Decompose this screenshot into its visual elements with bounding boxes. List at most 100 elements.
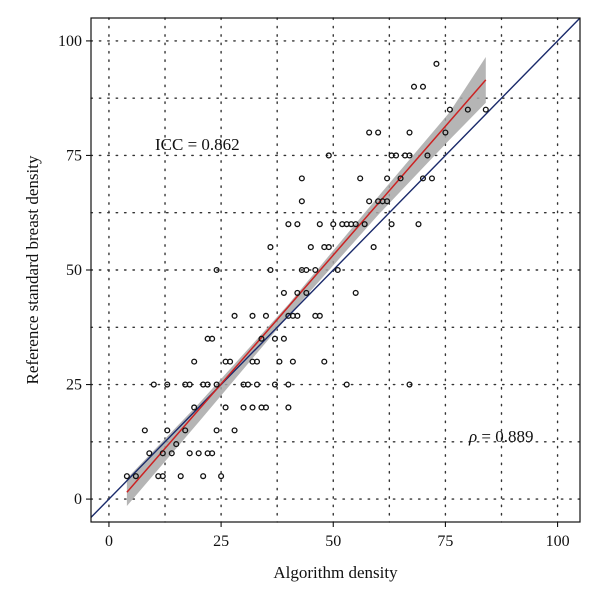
data-point [267,244,274,251]
data-point [240,404,247,411]
data-point [249,312,256,319]
data-point [294,221,301,228]
data-point [375,129,382,136]
data-point [352,289,359,296]
y-tick-label: 100 [58,33,82,50]
confidence-band [126,56,486,506]
data-point [244,381,252,388]
data-point [415,221,422,228]
data-point [276,358,283,365]
data-point [334,266,341,274]
identity-line [90,17,581,518]
data-point [258,335,265,342]
data-point [366,198,373,205]
x-tick-label: 100 [546,533,570,550]
data-point [316,312,323,319]
data-point [191,404,198,411]
data-point [384,198,391,205]
regression-line [126,79,487,493]
data-point [213,266,220,274]
data-point [298,175,305,182]
data-point [231,312,238,319]
data-point [218,473,225,480]
data-point [177,473,184,480]
data-point [428,175,436,182]
data-point [123,473,130,480]
data-point [433,60,440,67]
data-point [222,404,229,411]
data-point [141,427,148,434]
data-point [204,381,211,388]
data-point [159,473,166,480]
data-point [164,427,171,434]
x-tick-label: 75 [437,533,453,550]
data-point [352,221,359,228]
data-point [316,221,323,228]
data-point [330,221,337,228]
data-point [150,381,157,388]
icc-annotation: ICC = 0.862 [155,135,240,154]
data-point [303,289,310,296]
data-point [285,381,292,388]
y-tick-label: 75 [66,147,82,164]
data-point [209,450,216,457]
data-point [253,381,261,388]
data-point [249,404,256,411]
y-tick-label: 0 [74,491,82,508]
data-point [213,381,220,388]
data-point [303,266,310,274]
rho-annotation: ρ = 0.889 [468,427,534,446]
data-point [384,175,391,182]
data-point [159,450,166,457]
rho-value: = 0.889 [477,427,533,446]
data-point [464,106,471,113]
x-tick-label: 25 [213,533,229,550]
data-point [325,152,332,159]
data-point [262,312,270,319]
data-point [173,441,180,448]
data-point [253,358,261,365]
data-point [195,450,202,457]
data-point [186,450,193,457]
rho-symbol: ρ [468,427,477,446]
data-point [294,289,301,296]
data-point [312,266,319,274]
data-point [410,83,418,90]
data-point [209,335,216,342]
x-axis: 0 25 50 75 100 [105,522,570,550]
data-point [262,404,270,411]
data-point [132,473,139,480]
data-point [366,129,373,136]
data-point [280,289,287,296]
data-point [280,335,287,342]
data-point [146,450,153,457]
data-point [419,175,427,182]
data-point [298,198,305,205]
data-point [406,129,413,136]
data-point [191,358,198,365]
data-point [393,152,400,159]
data-point [406,152,413,159]
y-tick-label: 50 [66,262,82,279]
data-point [482,106,489,113]
y-axis-label: Reference standard breast density [23,155,42,384]
data-point [267,266,274,274]
data-point [213,427,220,434]
data-point [227,358,234,365]
data-point [168,450,175,457]
x-axis-label: Algorithm density [273,563,398,582]
data-point [388,221,395,228]
data-point [419,83,427,90]
data-point [406,381,413,388]
data-point [343,381,350,388]
y-axis: 0 25 50 75 100 [58,33,91,508]
data-point [325,244,332,251]
data-point [164,381,171,388]
data-point [271,381,278,388]
data-point [186,381,193,388]
data-point [182,427,189,434]
data-point [442,129,449,136]
data-point [446,106,453,113]
data-point [285,221,292,228]
